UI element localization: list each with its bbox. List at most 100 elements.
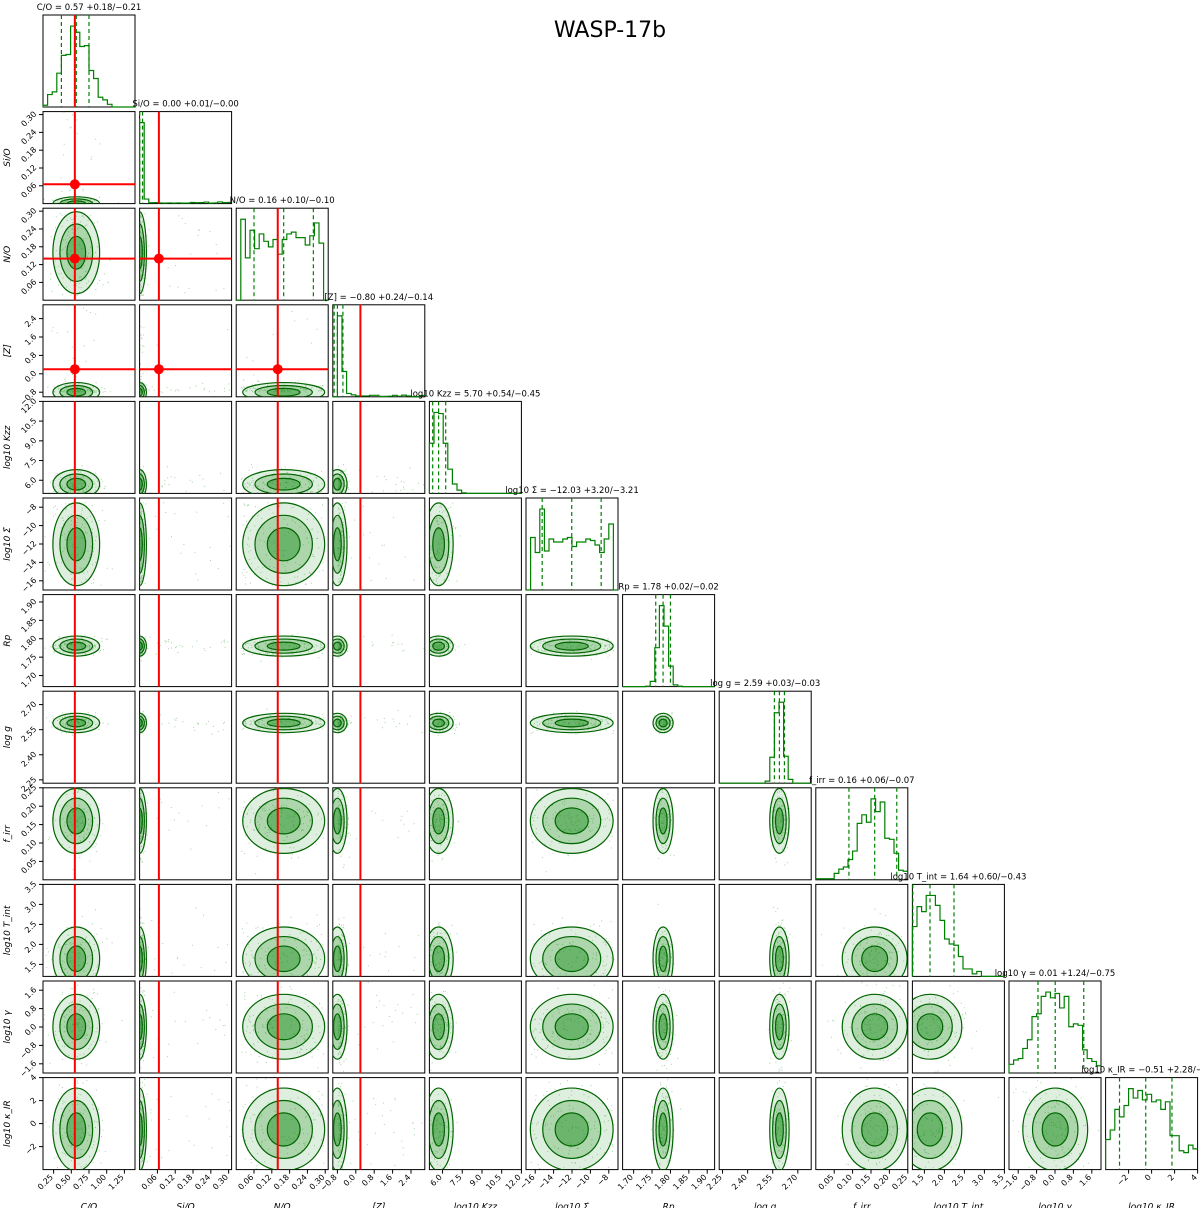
contour-level — [774, 1013, 784, 1041]
x-axis-label: [Z] — [372, 1203, 386, 1208]
x-tick-label: 1.5 — [910, 1173, 925, 1188]
y-axis-label: f_irr — [3, 824, 13, 843]
contour-level — [139, 787, 147, 854]
contour-level — [254, 797, 313, 845]
contour-level — [542, 1003, 602, 1051]
x-tick-label: 1.00 — [89, 1173, 108, 1192]
density-contours — [529, 635, 614, 657]
density-contours — [429, 993, 454, 1060]
contour-level — [254, 715, 313, 731]
contour-level — [332, 502, 348, 587]
x-tick-label: 10.5 — [484, 1173, 503, 1192]
density-contours — [769, 787, 790, 854]
contour-level — [254, 1099, 313, 1160]
contour-level — [432, 1013, 446, 1041]
density-contours — [652, 993, 674, 1060]
panel-log10-vs-rp — [622, 980, 716, 1074]
density-contours — [841, 1087, 908, 1170]
density-contours — [332, 1087, 348, 1170]
contour-level — [139, 1087, 147, 1170]
contour-level — [542, 638, 602, 654]
contour-level — [529, 926, 614, 977]
density-contours — [242, 502, 326, 587]
panel-log10-vs-log10-t-int — [911, 980, 1005, 1074]
contour-level — [139, 993, 147, 1060]
x-tick-label: 0 — [1143, 1173, 1153, 1183]
panel-z-vs-n-o — [235, 304, 329, 398]
histogram-title: Rp = 1.78 +0.02/−0.02 — [618, 583, 718, 593]
histogram-title: log10 γ = 0.01 +1.24/−0.75 — [995, 969, 1116, 979]
contour-level — [432, 527, 446, 562]
y-tick-label: 6.0 — [23, 475, 38, 490]
y-tick-label: 0.12 — [19, 163, 38, 182]
contour-level — [59, 638, 94, 654]
y-tick-label: 2.4 — [23, 314, 38, 329]
density-contours — [139, 926, 147, 977]
contour-level — [332, 945, 342, 973]
y-tick-label: −0.8 — [18, 1040, 38, 1060]
y-tick-label: −10 — [20, 521, 38, 539]
contour-level — [1031, 1099, 1079, 1160]
panel-rp-vs-log10 — [525, 594, 619, 688]
y-tick-label: 0.06 — [19, 277, 38, 296]
density-contours — [52, 926, 101, 977]
truth-marker — [69, 253, 80, 264]
contour-level — [542, 715, 602, 731]
contour-level — [554, 1112, 589, 1147]
scatter-points — [771, 1077, 790, 1170]
contour-level — [59, 514, 94, 574]
contour-level — [332, 641, 342, 651]
x-tick-label: 9.0 — [468, 1173, 483, 1188]
density-contours — [332, 635, 348, 657]
panel-log-g-vs-z — [332, 690, 426, 784]
contour-level — [429, 635, 454, 657]
contour-level — [429, 787, 454, 854]
contour-level — [66, 807, 87, 835]
contour-level — [254, 473, 313, 494]
x-tick-label: 6.0 — [429, 1173, 444, 1188]
panel-rp-vs-c-o — [42, 594, 136, 688]
x-tick-label: 4 — [1189, 1173, 1199, 1183]
density-contours — [652, 926, 674, 977]
y-tick-label: 3.5 — [23, 879, 38, 894]
truth-marker — [272, 364, 283, 375]
scatter-points — [43, 502, 113, 586]
contour-level — [59, 935, 94, 977]
panel-log-g-vs-rp — [622, 690, 716, 784]
histogram-step — [428, 411, 522, 494]
panel-log10-ir-vs-z — [332, 1077, 426, 1171]
density-contours — [429, 502, 454, 587]
y-axis-label: log10 Σ̇ — [3, 527, 13, 561]
contour-level — [66, 1112, 87, 1147]
x-tick-label: 0.25 — [36, 1173, 55, 1192]
histogram-step — [815, 798, 908, 880]
x-tick-label: 0.20 — [872, 1173, 891, 1192]
contour-level — [429, 502, 454, 587]
panel-rp-vs-z — [332, 594, 426, 688]
contour-level — [254, 1003, 313, 1051]
panel-rp-vs-n-o — [235, 594, 329, 688]
panel-log10-vs-log-g — [718, 980, 812, 1074]
histogram-log-g — [718, 690, 812, 784]
contour-level — [139, 527, 143, 562]
y-axis-label: log g — [3, 726, 13, 749]
contour-level — [66, 235, 87, 270]
x-tick-label: 0.24 — [290, 1173, 309, 1192]
y-tick-label: 10.5 — [19, 416, 38, 435]
contour-level — [139, 477, 143, 491]
y-axis-label: N/O — [3, 246, 13, 263]
contour-level — [429, 712, 454, 734]
y-tick-label: 0.8 — [23, 350, 38, 365]
contour-level — [652, 926, 674, 977]
x-tick-label: 1.85 — [671, 1173, 690, 1192]
contour-level — [59, 797, 94, 845]
contour-level — [59, 1003, 94, 1051]
density-contours — [652, 712, 674, 734]
contour-level — [332, 527, 342, 562]
density-contours — [652, 787, 674, 854]
density-contours — [52, 211, 101, 295]
density-contours — [332, 712, 348, 734]
contour-level — [266, 477, 301, 491]
x-axis-label: log10 Σ̇ — [555, 1203, 589, 1208]
contour-level — [266, 945, 301, 973]
